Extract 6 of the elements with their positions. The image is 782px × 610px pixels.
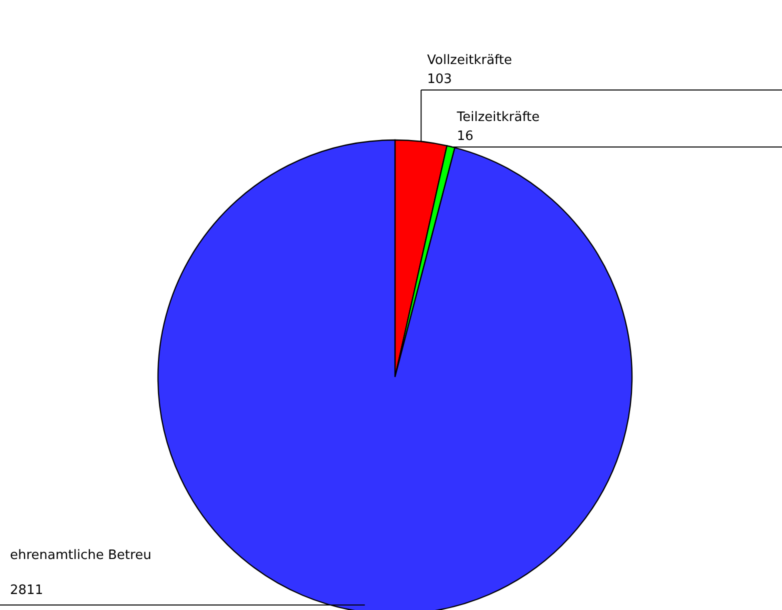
slice-label: Teilzeitkräfte [456, 110, 540, 125]
slice-label: Vollzeitkräfte [427, 53, 512, 68]
slice-label: ehrenamtliche Betreu [10, 548, 152, 563]
data-label: 16 [456, 129, 474, 144]
data-label: 103 [427, 72, 452, 87]
data-label: 2811 [10, 583, 44, 598]
